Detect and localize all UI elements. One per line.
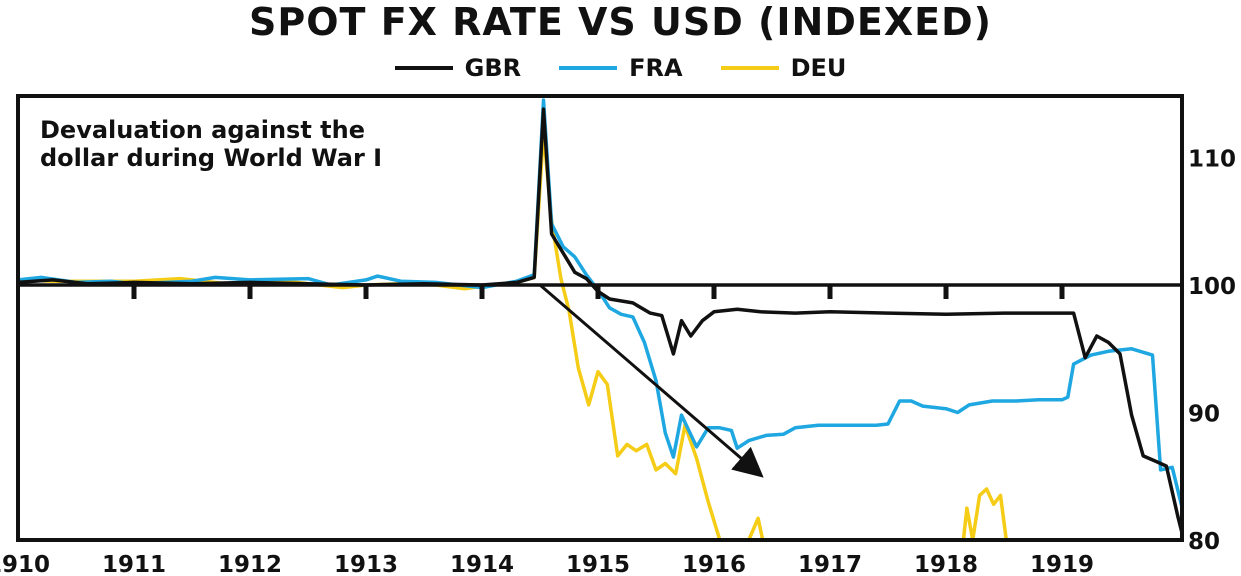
legend-swatch-gbr	[394, 66, 453, 70]
x-tick-label: 1919	[1030, 552, 1094, 576]
legend-item-deu: DEU	[720, 54, 847, 82]
y-tick-label: 100	[1188, 274, 1236, 300]
x-tick-label: 1915	[566, 552, 630, 576]
legend: GBR FRA DEU	[0, 52, 1241, 84]
x-tick-label: 1910	[0, 552, 50, 576]
series-line-fra	[18, 98, 1182, 515]
chart-title: SPOT FX RATE VS USD (INDEXED)	[249, 0, 992, 44]
plot-frame	[16, 94, 1184, 542]
y-tick-label: 110	[1188, 147, 1236, 173]
series-line-gbr	[18, 107, 1182, 540]
annotation-line-2: dollar during World War I	[40, 144, 383, 172]
series-line-deu-segment-1	[747, 516, 765, 540]
legend-swatch-fra	[559, 66, 618, 70]
legend-item-fra: FRA	[559, 54, 683, 82]
y-tick-label: 90	[1188, 402, 1220, 428]
legend-swatch-deu	[720, 66, 779, 70]
x-tick-label: 1911	[102, 552, 166, 576]
y-tick-label: 80	[1188, 529, 1220, 555]
annotation-line-1: Devaluation against the	[40, 116, 366, 144]
x-tick-label: 1912	[218, 552, 282, 576]
x-tick-label: 1914	[450, 552, 514, 576]
legend-item-gbr: GBR	[394, 54, 522, 82]
x-tick-label: 1916	[682, 552, 746, 576]
x-tick-label: 1913	[334, 552, 398, 576]
legend-label-fra: FRA	[629, 54, 683, 82]
axis-layer: 1910 1911 1912 1913 1914 1915 1916 1917 1918 1919…	[0, 94, 1236, 576]
series-line-deu-segment-2	[961, 487, 1009, 540]
x-tick-label: 1918	[914, 552, 978, 576]
legend-label-deu: DEU	[790, 54, 847, 82]
annotation: Devaluation against the dollar during Wo…	[40, 116, 382, 172]
legend-label-gbr: GBR	[464, 54, 522, 82]
x-tick-label: 1917	[798, 552, 862, 576]
devaluation-arrow	[539, 283, 764, 478]
series-line-deu	[18, 130, 722, 540]
